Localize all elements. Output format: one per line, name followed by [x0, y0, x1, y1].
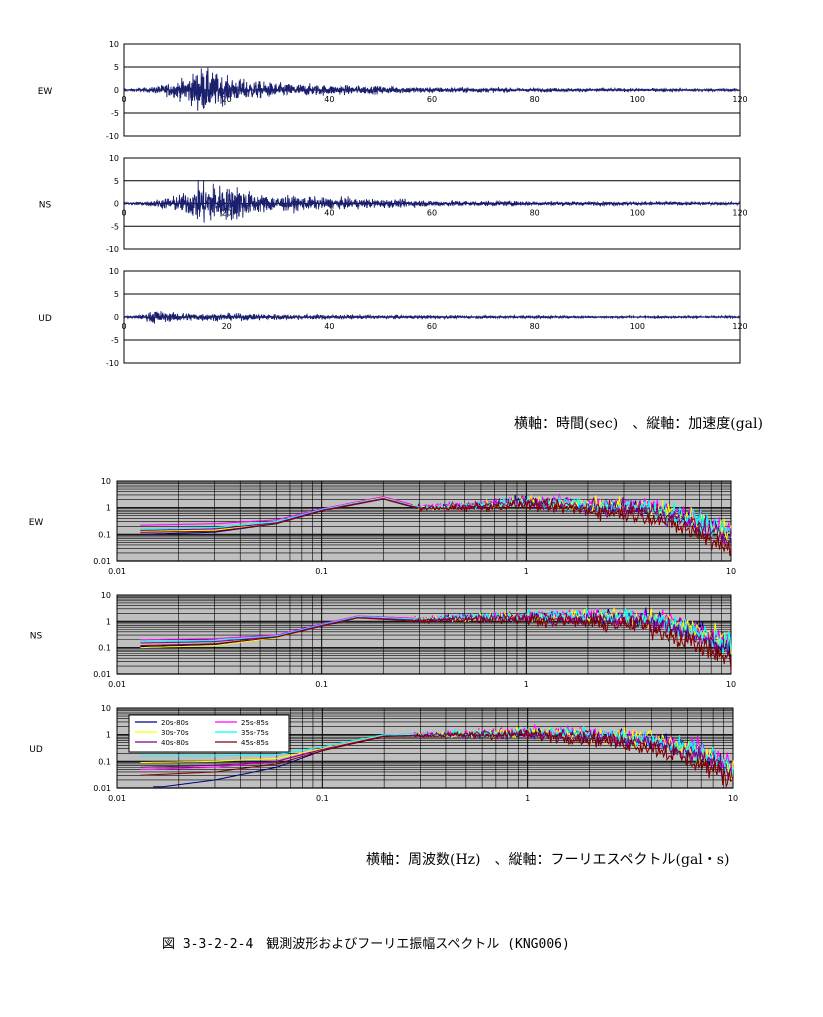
y-tick-label: -5	[111, 336, 119, 345]
x-tick-label: 0.01	[108, 680, 126, 689]
spectrum-series	[140, 613, 732, 672]
x-tick-label: 60	[427, 95, 437, 104]
y-tick-label: 0.01	[93, 557, 111, 566]
legend-label: 20s-80s	[161, 719, 189, 727]
x-tick-label: 0.1	[315, 680, 328, 689]
x-tick-label: 120	[732, 209, 747, 218]
y-tick-label: 10	[109, 267, 119, 276]
y-tick-label: 5	[114, 290, 119, 299]
y-tick-label: 10	[101, 477, 111, 486]
y-tick-label: 5	[114, 177, 119, 186]
component-label: EW	[29, 518, 44, 528]
y-tick-label: 10	[101, 704, 111, 713]
x-tick-label: 60	[427, 322, 437, 331]
x-tick-label: 1	[524, 680, 529, 689]
x-tick-label: 0.1	[316, 794, 329, 803]
x-tick-label: 20	[222, 95, 232, 104]
x-tick-label: 0.01	[108, 794, 126, 803]
x-tick-label: 10	[728, 794, 738, 803]
spectrum-series	[140, 497, 732, 557]
component-label: NS	[39, 201, 52, 211]
spectrum-panel-ew: 10 1 0.1 0.010.01 0.1 1 10 EW	[29, 477, 736, 576]
x-tick-label: 0	[121, 209, 126, 218]
figure-title: 図 3-3-2-2-4 観測波形およびフーリエ振幅スペクトル (KNG006)	[162, 937, 570, 952]
y-tick-label: -5	[111, 109, 119, 118]
spectrum-series	[140, 607, 732, 655]
spectrum-series	[140, 728, 734, 782]
x-tick-label: 60	[427, 209, 437, 218]
spectrum-panel-ud: 10 1 0.1 0.010.01 0.1 1 10 UD 20s-80s 25s-85s 30s-…	[29, 704, 738, 803]
y-tick-label: 0.1	[98, 757, 111, 766]
y-tick-label: -10	[106, 132, 119, 141]
x-tick-label: 120	[732, 322, 747, 331]
x-tick-label: 80	[530, 322, 540, 331]
waveform-series	[123, 66, 741, 111]
legend-label: 30s-70s	[161, 729, 189, 737]
x-tick-label: 10	[726, 567, 736, 576]
x-tick-label: 100	[630, 209, 645, 218]
y-tick-label: 0	[114, 86, 119, 95]
legend-label: 35s-75s	[241, 729, 269, 737]
y-tick-label: 10	[101, 591, 111, 600]
y-tick-label: -10	[106, 245, 119, 254]
y-tick-label: -10	[106, 359, 119, 368]
x-tick-label: 0.01	[108, 567, 126, 576]
y-tick-label: 5	[114, 63, 119, 72]
legend-label: 45s-85s	[241, 739, 269, 747]
spectrum-series	[140, 611, 732, 662]
waveform-series	[123, 311, 741, 324]
y-tick-label: 0.01	[93, 784, 111, 793]
x-tick-label: 1	[524, 567, 529, 576]
component-label: UD	[29, 745, 43, 755]
x-tick-label: 40	[324, 95, 334, 104]
y-tick-label: 10	[109, 154, 119, 163]
legend-box	[128, 714, 290, 753]
x-tick-label: 80	[530, 95, 540, 104]
y-tick-label: 1	[106, 731, 111, 740]
y-tick-label: -5	[111, 222, 119, 231]
y-tick-label: 1	[106, 617, 111, 626]
x-tick-label: 100	[630, 322, 645, 331]
y-tick-label: 10	[109, 40, 119, 49]
x-tick-label: 100	[630, 95, 645, 104]
x-tick-label: 40	[324, 322, 334, 331]
x-tick-label: 20	[222, 322, 232, 331]
x-tick-label: 120	[732, 95, 747, 104]
y-tick-label: 0	[114, 200, 119, 209]
x-tick-label: 0	[121, 95, 126, 104]
x-tick-label: 80	[530, 209, 540, 218]
spectrum-panel-ns: 10 1 0.1 0.010.01 0.1 1 10 NS	[30, 591, 736, 689]
time-axis-caption: 横軸：時間(sec) 、縦軸：加速度(gal)	[514, 416, 763, 432]
x-tick-label: 0	[121, 322, 126, 331]
legend-label: 25s-85s	[241, 719, 269, 727]
x-tick-label: 0.1	[315, 567, 328, 576]
x-tick-label: 1	[525, 794, 530, 803]
y-tick-label: 0.01	[93, 670, 111, 679]
component-label: NS	[30, 632, 43, 642]
y-tick-label: 0	[114, 313, 119, 322]
plot-area	[116, 480, 732, 562]
component-label: UD	[38, 314, 52, 324]
y-tick-label: 0.1	[98, 530, 111, 539]
spectrum-series	[140, 728, 734, 789]
x-tick-label: 40	[324, 209, 334, 218]
frequency-axis-caption: 横軸：周波数(Hz) 、縦軸：フーリエスペクトル(gal・s)	[366, 852, 730, 868]
legend-label: 40s-80s	[161, 739, 189, 747]
plot-area	[116, 594, 732, 675]
legend: 20s-80s 25s-85s 30s-70s 35s-75s 40s-80s 45s-8…	[128, 714, 290, 753]
waveform-series	[123, 179, 741, 223]
component-label: EW	[38, 87, 53, 97]
y-tick-label: 1	[106, 504, 111, 513]
spectrum-series	[140, 495, 732, 542]
x-tick-label: 10	[726, 680, 736, 689]
y-tick-label: 0.1	[98, 644, 111, 653]
spectrum-series	[140, 725, 734, 776]
